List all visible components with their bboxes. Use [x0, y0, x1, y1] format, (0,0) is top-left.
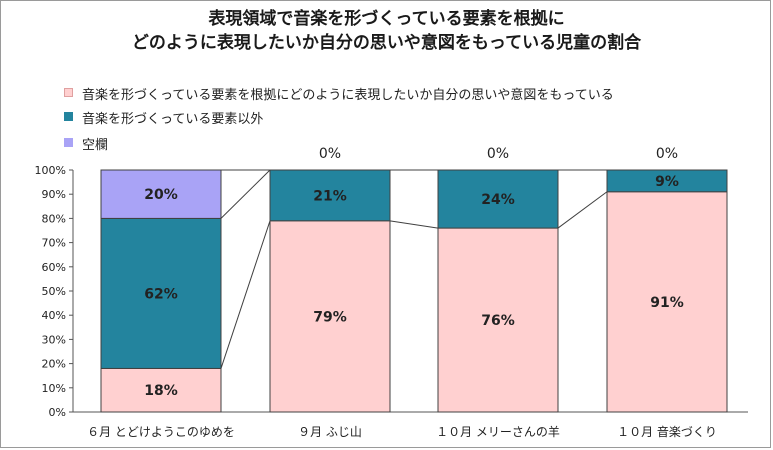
series-connector-line — [220, 169, 271, 219]
legend-swatch-series-2 — [64, 112, 73, 121]
x-category-label: １０月 音楽づくり — [617, 424, 717, 439]
y-tick-label: 100% — [35, 164, 66, 177]
chart-title-line-2: どのように表現したいか自分の思いや意図をもっている児童の割合 — [131, 33, 642, 53]
data-label: 76% — [481, 313, 515, 329]
y-tick-label: 40% — [42, 309, 66, 322]
legend-label-series-3: 空欄 — [82, 138, 109, 153]
legend-label-series-2: 音楽を形づくっている要素以外 — [82, 112, 264, 127]
data-label: 18% — [144, 383, 178, 399]
data-label: 0% — [487, 146, 509, 162]
data-label: 79% — [313, 309, 347, 325]
bar-segment — [437, 169, 559, 229]
legend-swatch-series-3 — [64, 138, 73, 147]
data-label: 21% — [313, 188, 347, 204]
y-tick-label: 10% — [42, 382, 66, 395]
y-tick-label: 80% — [42, 212, 66, 225]
legend-label-series-1: 音楽を形づくっている要素を根拠にどのように表現したいか自分の思いや意図をもってい… — [82, 88, 614, 103]
series-connector-line — [220, 220, 271, 369]
data-label: 20% — [144, 187, 178, 203]
data-label: 62% — [144, 286, 178, 302]
data-label: 24% — [481, 192, 515, 208]
x-category-label: １０月 メリーさんの羊 — [436, 424, 560, 439]
bar-segment — [606, 191, 728, 413]
y-tick-label: 50% — [42, 285, 66, 298]
series-connector-line — [557, 191, 608, 229]
bar-segment — [100, 169, 222, 219]
bar-segment — [606, 169, 728, 193]
x-category-label: ９月 ふじ山 — [298, 425, 362, 439]
data-label: 0% — [656, 146, 678, 162]
y-tick-label: 30% — [42, 333, 66, 346]
y-tick-label: 90% — [42, 188, 66, 201]
x-category-label: ６月 とどけようこのゆめを — [87, 425, 235, 439]
y-tick-label: 60% — [42, 261, 66, 274]
y-tick-label: 70% — [42, 237, 66, 250]
bar-segment — [269, 169, 391, 222]
y-tick-label: 20% — [42, 358, 66, 371]
data-label: 9% — [655, 174, 679, 190]
bar-segment — [100, 217, 222, 369]
y-tick-label: 0% — [49, 406, 66, 419]
bar-segment — [269, 220, 391, 413]
chart-title-line-1: 表現領域で音楽を形づくっている要素を根拠に — [208, 9, 565, 29]
legend-swatch-series-1 — [64, 88, 73, 97]
data-label: 0% — [319, 146, 341, 162]
series-connector-line — [389, 220, 439, 229]
data-label: 91% — [650, 295, 684, 311]
